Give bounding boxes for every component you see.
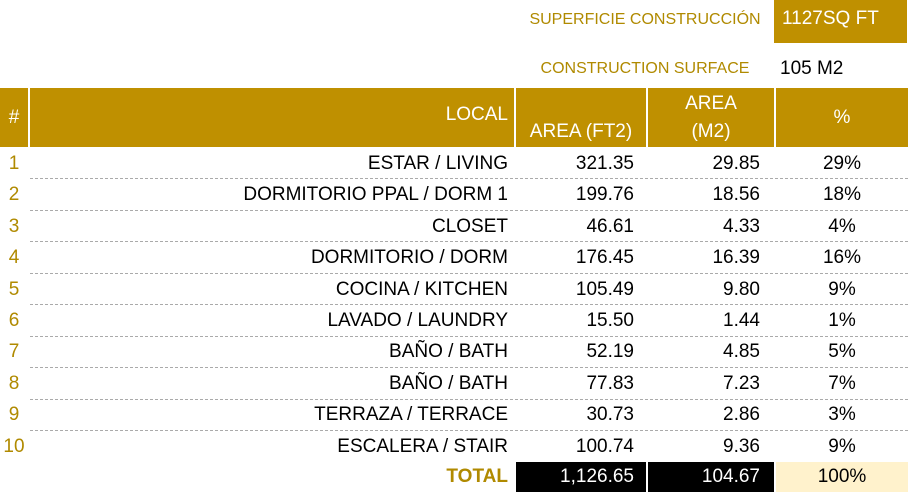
- table-cell: 176.45: [575, 247, 634, 269]
- row-number: 8: [8, 372, 20, 394]
- table-cell: CLOSET: [431, 215, 508, 237]
- row-separator: [30, 209, 908, 211]
- table-cell: 5%: [828, 341, 856, 363]
- row-separator: [30, 304, 908, 306]
- surface-m2: 105 M2: [780, 58, 844, 79]
- table-cell: 1%: [828, 309, 856, 331]
- table-cell: 29%: [822, 152, 862, 174]
- row-separator: [30, 335, 908, 337]
- table-cell: 105.49: [575, 278, 634, 300]
- column-header: %: [776, 88, 908, 147]
- table-cell: 18%: [822, 184, 862, 206]
- table-cell: 4.33: [723, 215, 760, 237]
- table-cell: 15.50: [586, 309, 634, 331]
- surface-ft: 1127SQ FT: [774, 0, 907, 43]
- table-cell: 18.56: [712, 184, 760, 206]
- row-separator: [30, 272, 908, 274]
- table-cell: 9.80: [723, 278, 760, 300]
- row-separator: [30, 367, 908, 369]
- table-cell: 29.85: [712, 152, 760, 174]
- table-cell: 46.61: [586, 215, 634, 237]
- table-cell: 199.76: [575, 184, 634, 206]
- table-cell: 16.39: [712, 247, 760, 269]
- total-ft2: 1,126.65: [516, 462, 646, 492]
- row-number: 7: [8, 341, 20, 363]
- column-header: LOCAL: [30, 88, 514, 147]
- table-cell: 30.73: [586, 404, 634, 426]
- table-cell: BAÑO / BATH: [389, 372, 508, 394]
- row-number: 6: [8, 309, 20, 331]
- row-number: 5: [8, 278, 20, 300]
- table-cell: 4%: [828, 215, 856, 237]
- table-cell: 77.83: [586, 372, 634, 394]
- table-cell: ESTAR / LIVING: [367, 152, 508, 174]
- surface-label-en: CONSTRUCTION SURFACE: [540, 60, 750, 77]
- row-separator: [30, 398, 908, 400]
- table-cell: 1.44: [723, 309, 760, 331]
- table-cell: 16%: [822, 247, 862, 269]
- table-cell: DORMITORIO / DORM: [310, 247, 508, 269]
- table-cell: DORMITORIO PPAL / DORM 1: [243, 184, 508, 206]
- table-cell: COCINA / KITCHEN: [335, 278, 508, 300]
- table-cell: 3%: [828, 404, 856, 426]
- table-cell: LAVADO / LAUNDRY: [327, 309, 508, 331]
- table-cell: 4.85: [723, 341, 760, 363]
- table-cell: 2.86: [723, 404, 760, 426]
- table-cell: 9.36: [723, 435, 760, 457]
- total-label: TOTAL: [446, 466, 508, 487]
- table-cell: 321.35: [575, 152, 634, 174]
- table-cell: 52.19: [586, 341, 634, 363]
- surface-label-es: SUPERFICIE CONSTRUCCIÓN: [529, 11, 761, 28]
- row-separator: [30, 241, 908, 243]
- row-number: 9: [8, 404, 20, 426]
- total-percent: 100%: [776, 462, 908, 492]
- column-header: #: [0, 88, 28, 147]
- column-header: AREA (FT2): [516, 88, 646, 147]
- row-number: 1: [8, 152, 20, 174]
- table-cell: TERRAZA / TERRACE: [314, 404, 508, 426]
- table-cell: 7.23: [723, 372, 760, 394]
- table-cell: ESCALERA / STAIR: [337, 435, 508, 457]
- table-cell: BAÑO / BATH: [389, 341, 508, 363]
- row-number: 4: [8, 247, 20, 269]
- row-separator: [30, 430, 908, 432]
- row-number: 10: [3, 435, 25, 457]
- row-separator: [30, 178, 908, 180]
- column-header: AREA (M2): [648, 88, 774, 147]
- table-cell: 100.74: [575, 435, 634, 457]
- table-cell: 9%: [828, 435, 856, 457]
- table-cell: 7%: [828, 372, 856, 394]
- row-number: 3: [8, 215, 20, 237]
- row-number: 2: [8, 184, 20, 206]
- total-m2: 104.67: [648, 462, 774, 492]
- table-cell: 9%: [828, 278, 856, 300]
